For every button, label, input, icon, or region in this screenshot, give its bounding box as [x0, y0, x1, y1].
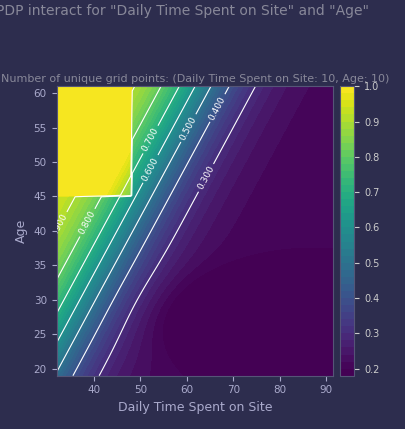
Text: 0.500: 0.500	[178, 115, 198, 142]
Text: 0.400: 0.400	[207, 94, 228, 121]
X-axis label: Daily Time Spent on Site: Daily Time Spent on Site	[118, 401, 272, 414]
Text: 0.800: 0.800	[77, 209, 98, 236]
Text: PDP interact for "Daily Time Spent on Site" and "Age": PDP interact for "Daily Time Spent on Si…	[0, 4, 369, 18]
Text: 0.900: 0.900	[49, 212, 69, 239]
Text: 0.700: 0.700	[141, 126, 160, 153]
Text: 0.300: 0.300	[196, 164, 216, 191]
Y-axis label: Age: Age	[15, 219, 28, 243]
Text: 0.600: 0.600	[141, 155, 160, 182]
Title: Number of unique grid points: (Daily Time Spent on Site: 10, Age: 10): Number of unique grid points: (Daily Tim…	[1, 74, 389, 84]
